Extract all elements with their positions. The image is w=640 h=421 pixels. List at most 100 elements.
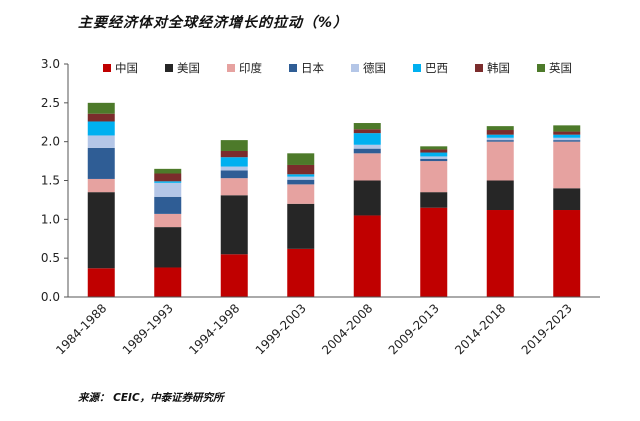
x-tick-label: 1999-2003 <box>253 301 309 357</box>
bar-segment <box>420 156 448 159</box>
bar-segment <box>486 141 514 181</box>
bar-segment <box>353 180 381 216</box>
x-tick-label: 1984-1988 <box>53 301 109 357</box>
bar-segment <box>87 121 115 136</box>
bar-segment <box>420 146 448 150</box>
legend-label: 德国 <box>363 61 386 75</box>
bar-segment <box>87 268 115 297</box>
bar-segment <box>87 192 115 269</box>
legend-item: 印度 <box>227 61 262 75</box>
bar-segment <box>287 176 315 180</box>
bar-segment <box>220 140 248 151</box>
legend-item: 德国 <box>351 61 386 75</box>
x-tick-label: 1989-1993 <box>120 301 176 357</box>
x-tick-label: 2004-2008 <box>319 301 375 357</box>
bar-segment <box>420 149 448 153</box>
bar-segment <box>154 267 182 297</box>
bar-segment <box>353 148 381 154</box>
legend-item: 日本 <box>289 61 324 75</box>
bar-stack-2014-2018 <box>486 126 514 297</box>
bar-segment <box>287 184 315 204</box>
bar-segment <box>87 102 115 114</box>
bar-segment <box>420 192 448 208</box>
bar-segment <box>486 130 514 135</box>
bar-segment <box>353 153 381 181</box>
y-tick-label: 1.5 <box>41 174 60 188</box>
bar-segment <box>553 131 581 135</box>
bar-segment <box>154 182 182 197</box>
bar-segment <box>154 196 182 214</box>
y-tick-label: 2.5 <box>41 96 60 110</box>
bar-segment <box>553 141 581 189</box>
legend-swatch <box>475 64 483 72</box>
bar-segment <box>154 181 182 183</box>
bar-segment <box>87 178 115 193</box>
y-axis: 0.0 0.5 1.0 1.5 2.0 2.5 3.0 <box>41 57 69 304</box>
legend-item: 巴西 <box>413 61 448 75</box>
bar-segment <box>486 126 514 131</box>
bar-stack-2004-2008 <box>353 123 381 297</box>
legend-swatch <box>165 64 173 72</box>
bar-stack-1999-2003 <box>287 153 315 297</box>
bar-segment <box>287 153 315 165</box>
legend-label: 美国 <box>177 61 200 75</box>
x-tick-label: 2014-2018 <box>452 301 508 357</box>
bar-segment <box>220 157 248 167</box>
bar-segment <box>553 137 581 141</box>
bar-segment <box>553 134 581 138</box>
bar-segment <box>553 210 581 297</box>
bar-segment <box>154 168 182 174</box>
legend-label: 中国 <box>115 61 138 75</box>
bar-segment <box>353 215 381 297</box>
bar-segment <box>287 174 315 177</box>
bar-segment <box>220 170 248 179</box>
y-tick-label: 2.0 <box>41 135 60 149</box>
bar-segment <box>486 180 514 211</box>
bar-segment <box>220 166 248 171</box>
bar-stack-2009-2013 <box>420 146 448 297</box>
legend-item: 美国 <box>165 61 200 75</box>
bar-stack-1994-1998 <box>220 140 248 297</box>
y-tick-label: 0.0 <box>41 290 60 304</box>
legend-label: 巴西 <box>425 61 448 75</box>
bar-segment <box>553 140 581 142</box>
bar-segment <box>553 125 581 132</box>
bar-segment <box>486 140 514 142</box>
bar-segment <box>87 147 115 179</box>
bar-segment <box>87 113 115 122</box>
bar-segment <box>420 161 448 193</box>
bar-segment <box>486 134 514 138</box>
bar-segment <box>287 203 315 249</box>
legend: 中国 美国 印度 日本 德国 巴西 韩国 英国 <box>103 61 572 75</box>
bar-segment <box>353 129 381 134</box>
x-tick-label: 2019-2023 <box>519 301 575 357</box>
bar-stack-1984-1988 <box>87 102 115 297</box>
bar-segment <box>154 173 182 182</box>
legend-swatch <box>227 64 235 72</box>
bar-stack-1989-1993 <box>154 168 182 297</box>
bar-segment <box>420 158 448 162</box>
bar-segment <box>486 137 514 141</box>
bar-segment <box>420 152 448 157</box>
bar-segment <box>154 227 182 268</box>
bar-segment <box>420 207 448 297</box>
legend-swatch <box>351 64 359 72</box>
bar-segment <box>220 150 248 158</box>
chart-title: 主要经济体对全球经济增长的拉动（%） <box>78 15 349 31</box>
y-tick-label: 1.0 <box>41 212 60 226</box>
legend-swatch <box>103 64 111 72</box>
legend-item: 中国 <box>103 61 138 75</box>
legend-label: 日本 <box>301 61 324 75</box>
bar-segment <box>220 178 248 196</box>
y-tick-label: 0.5 <box>41 251 60 265</box>
legend-label: 印度 <box>239 61 262 75</box>
bars <box>87 102 581 297</box>
x-tick-label: 1994-1998 <box>186 301 242 357</box>
source-note: 来源： CEIC，中泰证券研究所 <box>78 392 224 404</box>
bar-segment <box>220 254 248 297</box>
bar-segment <box>486 210 514 297</box>
legend-swatch <box>537 64 545 72</box>
bar-segment <box>287 164 315 175</box>
bar-segment <box>353 133 381 145</box>
